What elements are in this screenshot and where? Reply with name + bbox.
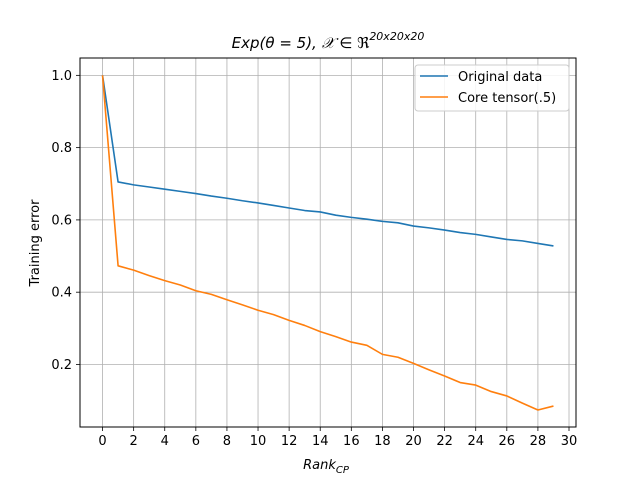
x-tick-label: 24 [467, 434, 484, 449]
legend-label: Core tensor(.5) [458, 91, 556, 106]
x-tick-label: 8 [223, 434, 231, 449]
x-tick-label: 20 [405, 434, 422, 449]
y-tick-label: 0.8 [51, 141, 72, 156]
series-line-1 [101, 75, 554, 411]
series-layer [101, 75, 554, 411]
y-tick-label: 1.0 [51, 69, 72, 84]
x-tick-label: 6 [192, 434, 200, 449]
chart-title-main: Exp(θ = 5), 𝒳 ∈ ℜ [232, 34, 370, 52]
x-tick-label: 10 [250, 434, 267, 449]
legend-label: Original data [458, 70, 542, 85]
chart-title-superscript: 20x20x20 [369, 30, 424, 43]
y-tick-label: 0.6 [51, 213, 72, 228]
x-tick-label: 26 [499, 434, 516, 449]
y-tick-label: 0.2 [51, 358, 72, 373]
chart-title: Exp(θ = 5), 𝒳 ∈ ℜ20x20x20 [232, 30, 425, 52]
plot-frame [79, 57, 577, 428]
x-tick-label: 12 [281, 434, 298, 449]
y-tick-label: 0.4 [51, 286, 72, 301]
x-tick-label: 16 [343, 434, 360, 449]
x-tick-label: 18 [374, 434, 391, 449]
x-tick-label: 2 [130, 434, 138, 449]
legend: Original data Core tensor(.5) [414, 64, 570, 112]
x-tick-label: 22 [436, 434, 453, 449]
series-line-0 [101, 75, 554, 247]
x-tick-label: 28 [530, 434, 547, 449]
x-axis-label: RankCP [303, 458, 350, 476]
x-tick-label: 14 [312, 434, 329, 449]
x-axis-label-main: Rank [303, 458, 336, 473]
grid [80, 58, 576, 427]
x-axis-label-subscript: CP [336, 465, 350, 476]
x-tick-label: 30 [561, 434, 578, 449]
legend-box [414, 64, 570, 112]
x-axis-ticks: 0 2 4 6 8 10 12 14 16 18 20 22 24 26 28 30 [98, 427, 577, 449]
x-tick-label: 0 [98, 434, 106, 449]
y-axis-ticks: 0.2 0.4 0.6 0.8 1.0 [51, 69, 80, 373]
x-tick-label: 4 [161, 434, 169, 449]
y-axis-label: Training error [28, 199, 43, 288]
